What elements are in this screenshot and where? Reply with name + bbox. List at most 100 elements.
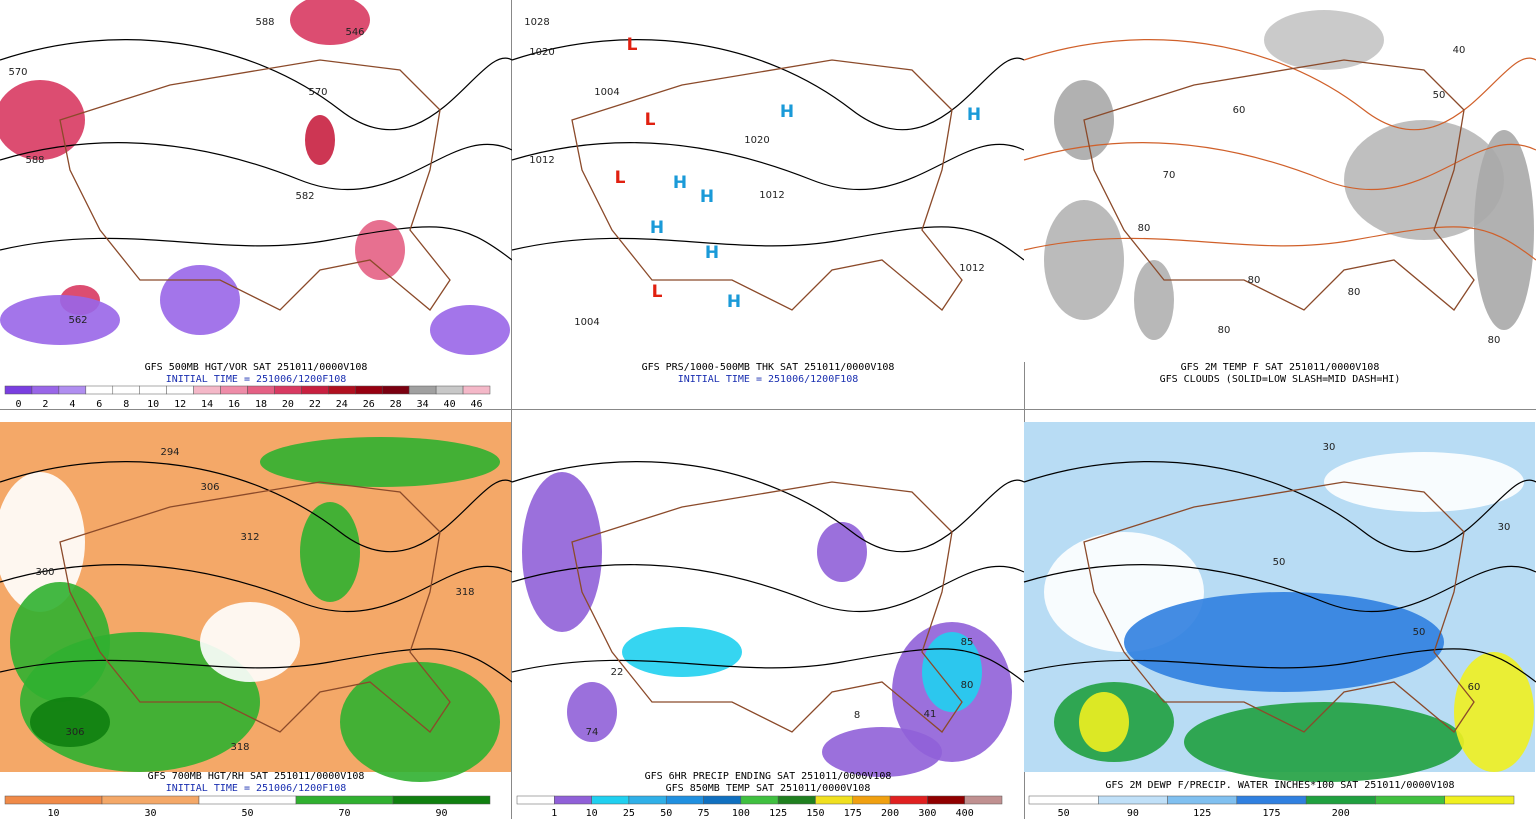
colorbar-label: 150 — [806, 808, 824, 819]
colorbar-label: 4 — [69, 399, 75, 410]
colorbar-segment — [777, 795, 816, 805]
map-label: H — [705, 243, 719, 263]
colorbar-segment — [274, 385, 302, 395]
colorbar-segment — [301, 385, 329, 395]
map-label: 562 — [68, 315, 87, 326]
colorbar-segment — [554, 795, 592, 805]
map-label: 60 — [1233, 105, 1246, 116]
colorbar-segment — [927, 795, 965, 805]
shaded-area — [340, 662, 500, 782]
map-label: L — [615, 168, 626, 188]
shaded-area — [817, 522, 867, 582]
shaded-area — [0, 472, 85, 612]
caption: GFS 700MB HGT/RH SAT 251011/0000V108 — [148, 771, 365, 782]
colorbar-segment — [193, 385, 221, 395]
colorbar-segment — [1375, 795, 1445, 805]
map-label: 70 — [1163, 170, 1176, 181]
map-label: 8 — [854, 710, 860, 721]
map-label: 1020 — [529, 47, 554, 58]
map-label: 80 — [1138, 223, 1151, 234]
state-borders — [59, 59, 451, 311]
shaded-area — [1344, 120, 1504, 240]
map-label: 74 — [586, 727, 599, 738]
colorbar-label: 1 — [551, 808, 557, 819]
shaded-area — [1124, 592, 1444, 692]
contour — [0, 648, 513, 683]
map-label: 80 — [1348, 287, 1361, 298]
colorbar-segment — [295, 795, 394, 805]
colorbar-label: 40 — [444, 399, 456, 410]
colorbar-segment — [852, 795, 891, 805]
map-label: 30 — [1323, 442, 1336, 453]
colorbar-label: 30 — [144, 808, 156, 819]
colorbar-label: 125 — [1193, 808, 1211, 819]
colorbar-label: 25 — [623, 808, 635, 819]
panel: 30 50 50 30 60 GFS 2M DEWP F/PRECIP. WATER IN… — [1023, 422, 1536, 819]
shaded-area — [355, 220, 405, 280]
colorbar-segment — [220, 385, 248, 395]
map-label: 1012 — [959, 263, 984, 274]
map-label: H — [700, 187, 714, 207]
shaded-area — [1454, 652, 1534, 772]
shaded-area — [1324, 452, 1524, 512]
colorbar-label: 2 — [42, 399, 48, 410]
colorbar-label: 22 — [309, 399, 321, 410]
colorbar-label: 34 — [417, 399, 429, 410]
colorbar-segment — [85, 385, 114, 395]
map-label: 582 — [295, 191, 314, 202]
shaded-area — [1264, 10, 1384, 70]
colorbar-label: 14 — [201, 399, 213, 410]
contour — [0, 461, 513, 553]
contour — [1023, 141, 1536, 191]
colorbar-label: 0 — [15, 399, 21, 410]
panel: 85 80 41 8 74 22 GFS 6HR PRECIP ENDING SAT 251… — [511, 422, 1025, 819]
colorbar-segment — [392, 795, 491, 805]
map-label: H — [780, 102, 794, 122]
colorbar-segment — [815, 795, 854, 805]
colorbar-label: 50 — [241, 808, 253, 819]
shaded-area — [200, 602, 300, 682]
shaded-area — [1079, 692, 1129, 752]
colorbar-label: 75 — [698, 808, 710, 819]
colorbar-segment — [58, 385, 87, 395]
colorbar-label: 100 — [732, 808, 750, 819]
contour — [511, 141, 1025, 191]
colorbar-label: 90 — [435, 808, 447, 819]
map-label: 30 — [1498, 522, 1511, 533]
shaded-area — [1474, 130, 1534, 330]
colorbar-segment — [740, 795, 779, 805]
shaded-area — [305, 115, 335, 165]
colorbar-segment — [408, 385, 437, 395]
map-label: 1004 — [574, 317, 599, 328]
contour — [511, 461, 1025, 553]
colorbar-segment — [964, 795, 1003, 805]
map-label: 570 — [8, 67, 27, 78]
caption: GFS PRS/1000-500MB THK SAT 251011/0000V1… — [642, 362, 895, 373]
colorbar-label: 200 — [881, 808, 899, 819]
map-label: 1028 — [524, 17, 549, 28]
contour — [1023, 226, 1536, 261]
colorbar-segment — [591, 795, 630, 805]
contour — [0, 226, 513, 261]
colorbar-label: 26 — [363, 399, 375, 410]
colorbar-label: 10 — [47, 808, 59, 819]
map-label: 80 — [1218, 325, 1231, 336]
colorbar-label: 6 — [96, 399, 102, 410]
caption: GFS 2M TEMP F SAT 251011/0000V108 — [1181, 362, 1380, 373]
contour — [0, 563, 513, 613]
map-label: 588 — [25, 155, 44, 166]
map-label: H — [673, 173, 687, 193]
map-label: 50 — [1413, 627, 1426, 638]
caption: INITIAL TIME = 251006/1200F108 — [166, 374, 347, 385]
colorbar-label: 70 — [338, 808, 350, 819]
map-label: 300 — [35, 567, 54, 578]
shaded-area — [622, 627, 742, 677]
shaded-area — [430, 305, 510, 355]
map-label: 80 — [1248, 275, 1261, 286]
caption: INITIAL TIME = 251006/1200F108 — [678, 374, 859, 385]
contour — [0, 141, 513, 191]
colorbar-segment — [198, 795, 297, 805]
map-label: 50 — [1273, 557, 1286, 568]
contour — [1023, 39, 1536, 131]
